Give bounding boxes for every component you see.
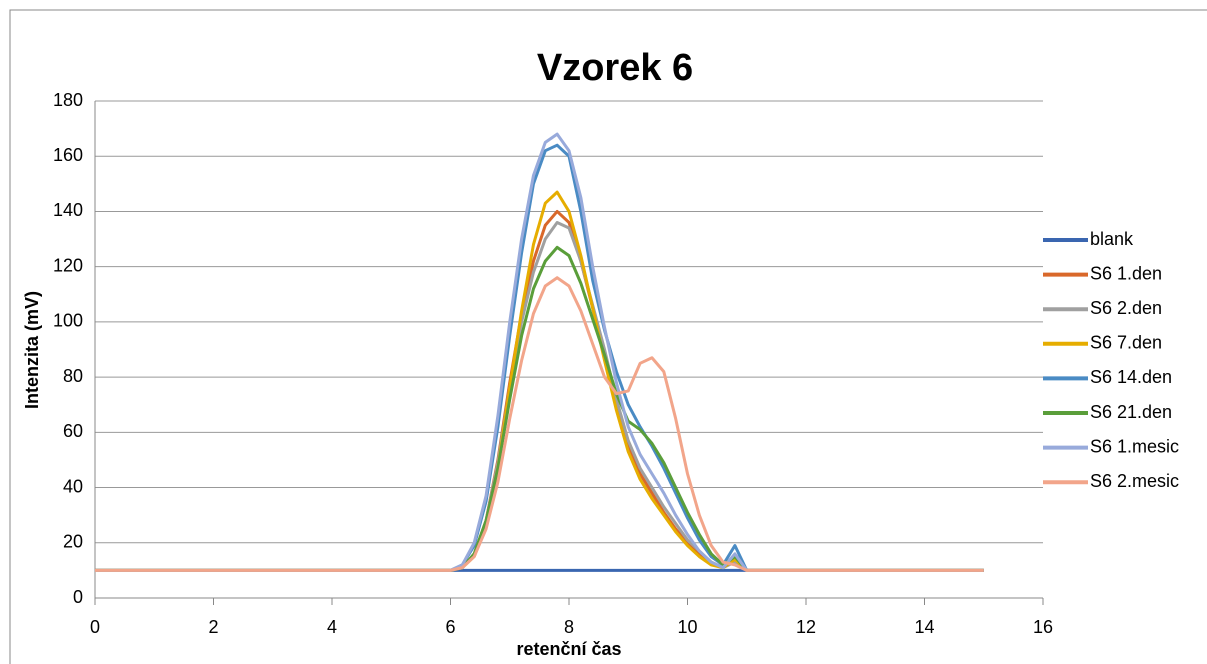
chart-frame <box>9 9 1207 664</box>
legend-label: S6 2.den <box>1090 298 1162 318</box>
y-tick-label: 140 <box>53 200 83 220</box>
x-tick-label: 0 <box>90 617 100 637</box>
legend-label: S6 2.mesic <box>1090 471 1179 491</box>
chart-title: Vzorek 6 <box>537 47 693 89</box>
y-tick-label: 180 <box>53 90 83 110</box>
y-tick-label: 160 <box>53 145 83 165</box>
x-tick-label: 14 <box>914 617 934 637</box>
legend-label: S6 1.mesic <box>1090 436 1179 456</box>
x-axis-label: retenční čas <box>516 639 621 659</box>
legend-label: S6 7.den <box>1090 333 1162 353</box>
y-tick-label: 60 <box>63 421 83 441</box>
y-tick-label: 80 <box>63 366 83 386</box>
legend-label: S6 1.den <box>1090 263 1162 283</box>
x-tick-label: 6 <box>445 617 455 637</box>
legend-label: S6 21.den <box>1090 402 1172 422</box>
y-tick-label: 0 <box>73 587 83 607</box>
y-axis-label: Intenzita (mV) <box>22 291 42 409</box>
legend-label: blank <box>1090 229 1134 249</box>
y-tick-label: 100 <box>53 311 83 331</box>
series-line <box>95 276 984 572</box>
x-tick-label: 8 <box>564 617 574 637</box>
y-tick-label: 20 <box>63 532 83 552</box>
y-tick-label: 120 <box>53 255 83 275</box>
y-tick-label: 40 <box>63 476 83 496</box>
x-tick-label: 16 <box>1033 617 1053 637</box>
x-tick-label: 2 <box>208 617 218 637</box>
x-tick-label: 10 <box>677 617 697 637</box>
legend-label: S6 14.den <box>1090 367 1172 387</box>
x-tick-label: 12 <box>796 617 816 637</box>
x-tick-label: 4 <box>327 617 337 637</box>
